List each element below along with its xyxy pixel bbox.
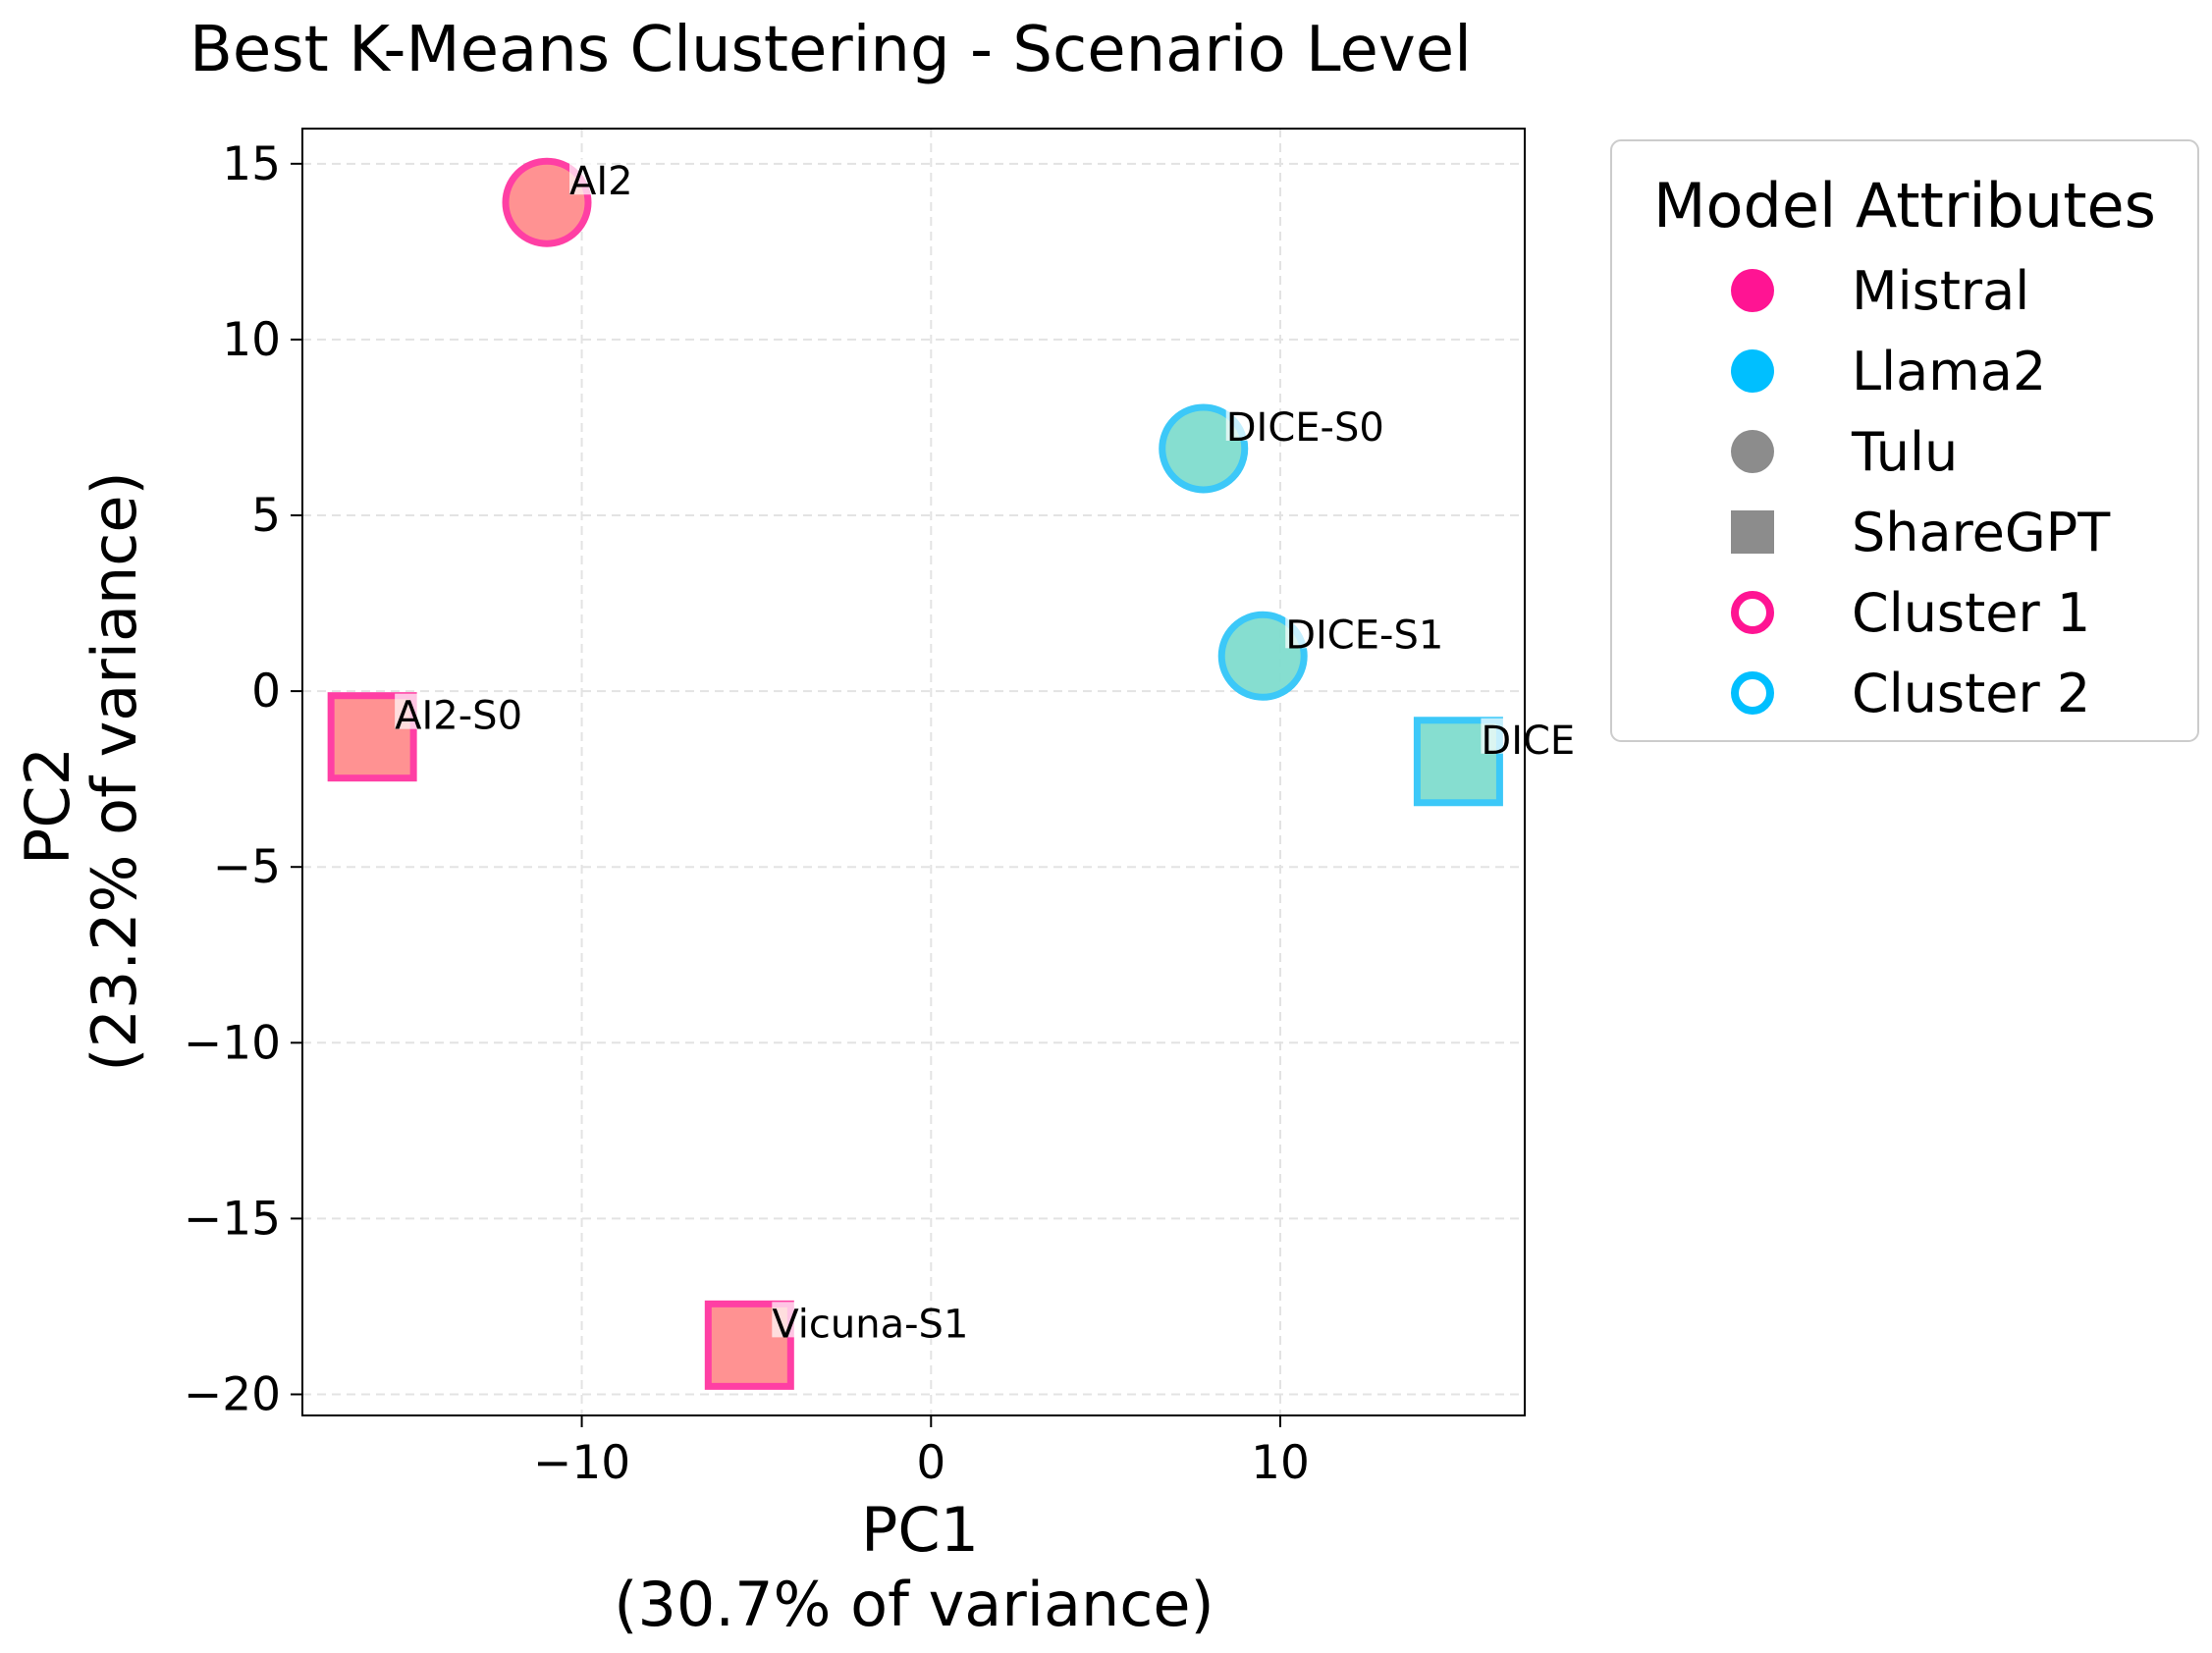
legend-label: Mistral <box>1852 260 2029 322</box>
y-tick-label: 0 <box>251 665 281 719</box>
y-tick-label: −15 <box>184 1192 281 1246</box>
x-tick-label: 10 <box>1251 1436 1310 1490</box>
legend-entry: Cluster 2 <box>1731 663 2090 724</box>
data-point: DICE <box>1413 717 1575 807</box>
point-label-background <box>1225 404 1250 441</box>
point-marker-circle <box>1217 611 1308 701</box>
legend-entry: Mistral <box>1731 260 2029 322</box>
point-label: DICE <box>1481 719 1575 764</box>
point-label: DICE-S1 <box>1285 613 1443 658</box>
data-point: AI2-S0 <box>327 692 522 782</box>
y-tick-label: 5 <box>251 489 281 543</box>
point-marker-circle <box>1159 403 1249 494</box>
plot-frame <box>301 128 1526 1416</box>
y-tick-label: 10 <box>222 313 281 367</box>
legend: Model Attributes Mistral Llama2 Tulu ShareG… <box>1610 139 2199 742</box>
x-tick-label: 0 <box>916 1436 945 1490</box>
legend-marker-filled-circle <box>1731 430 1774 473</box>
data-point: DICE-S0 <box>1159 403 1384 494</box>
legend-label: Tulu <box>1851 421 1958 483</box>
legend-marker-filled-square <box>1731 510 1774 554</box>
legend-label: ShareGPT <box>1852 502 2111 563</box>
legend-marker-outline-circle <box>1731 671 1774 715</box>
legend-label: Cluster 2 <box>1852 663 2090 724</box>
point-label-background <box>395 693 419 729</box>
point-label-background <box>1481 718 1505 754</box>
data-point: Vicuna-S1 <box>704 1300 968 1390</box>
data-point: AI2 <box>502 157 633 247</box>
point-marker-circle <box>502 157 592 247</box>
legend-entry: Cluster 1 <box>1731 582 2090 644</box>
y-axis-label: PC2 <box>12 747 83 865</box>
point-label-background <box>1285 613 1310 649</box>
grid-lines <box>302 129 1525 1415</box>
legend-label: Cluster 1 <box>1852 582 2090 644</box>
x-axis-label-sub: (30.7% of variance) <box>614 1569 1214 1640</box>
y-tick-label: −10 <box>184 1016 281 1070</box>
y-axis-label-sub: (23.2% of variance) <box>79 471 150 1071</box>
legend-entry: Tulu <box>1731 421 1958 483</box>
data-point: DICE-S1 <box>1217 611 1443 701</box>
y-tick-label: −5 <box>213 840 281 894</box>
point-label-background <box>569 159 593 195</box>
legend-marker-filled-circle <box>1731 349 1774 393</box>
data-points: AI2 AI2-S0 Vicuna-S1 DICE-S0 DICE-S1 DICE <box>327 157 1575 1390</box>
chart-title: Best K-Means Clustering - Scenario Level <box>189 14 1472 86</box>
legend-title: Model Attributes <box>1653 170 2156 241</box>
point-label: AI2-S0 <box>395 694 522 739</box>
x-axis-label: PC1 <box>861 1494 979 1566</box>
axis-ticks: −10 0 10 15 10 5 0 −5 −10 −15 −20 <box>184 137 1310 1490</box>
point-label-background <box>772 1302 796 1338</box>
y-tick-label: −20 <box>184 1368 281 1422</box>
y-tick-label: 15 <box>222 137 281 191</box>
legend-marker-filled-circle <box>1731 269 1774 312</box>
legend-marker-outline-circle <box>1731 591 1774 634</box>
legend-entry: Llama2 <box>1731 341 2046 402</box>
point-label: DICE-S0 <box>1226 405 1384 451</box>
legend-label: Llama2 <box>1852 341 2046 402</box>
x-tick-label: −10 <box>533 1436 630 1490</box>
legend-entries: Mistral Llama2 Tulu ShareGPT Cluster 1 Cluste… <box>1731 260 2111 724</box>
legend-entry: ShareGPT <box>1731 502 2111 563</box>
point-label: Vicuna-S1 <box>772 1302 968 1347</box>
point-label: AI2 <box>569 159 633 204</box>
